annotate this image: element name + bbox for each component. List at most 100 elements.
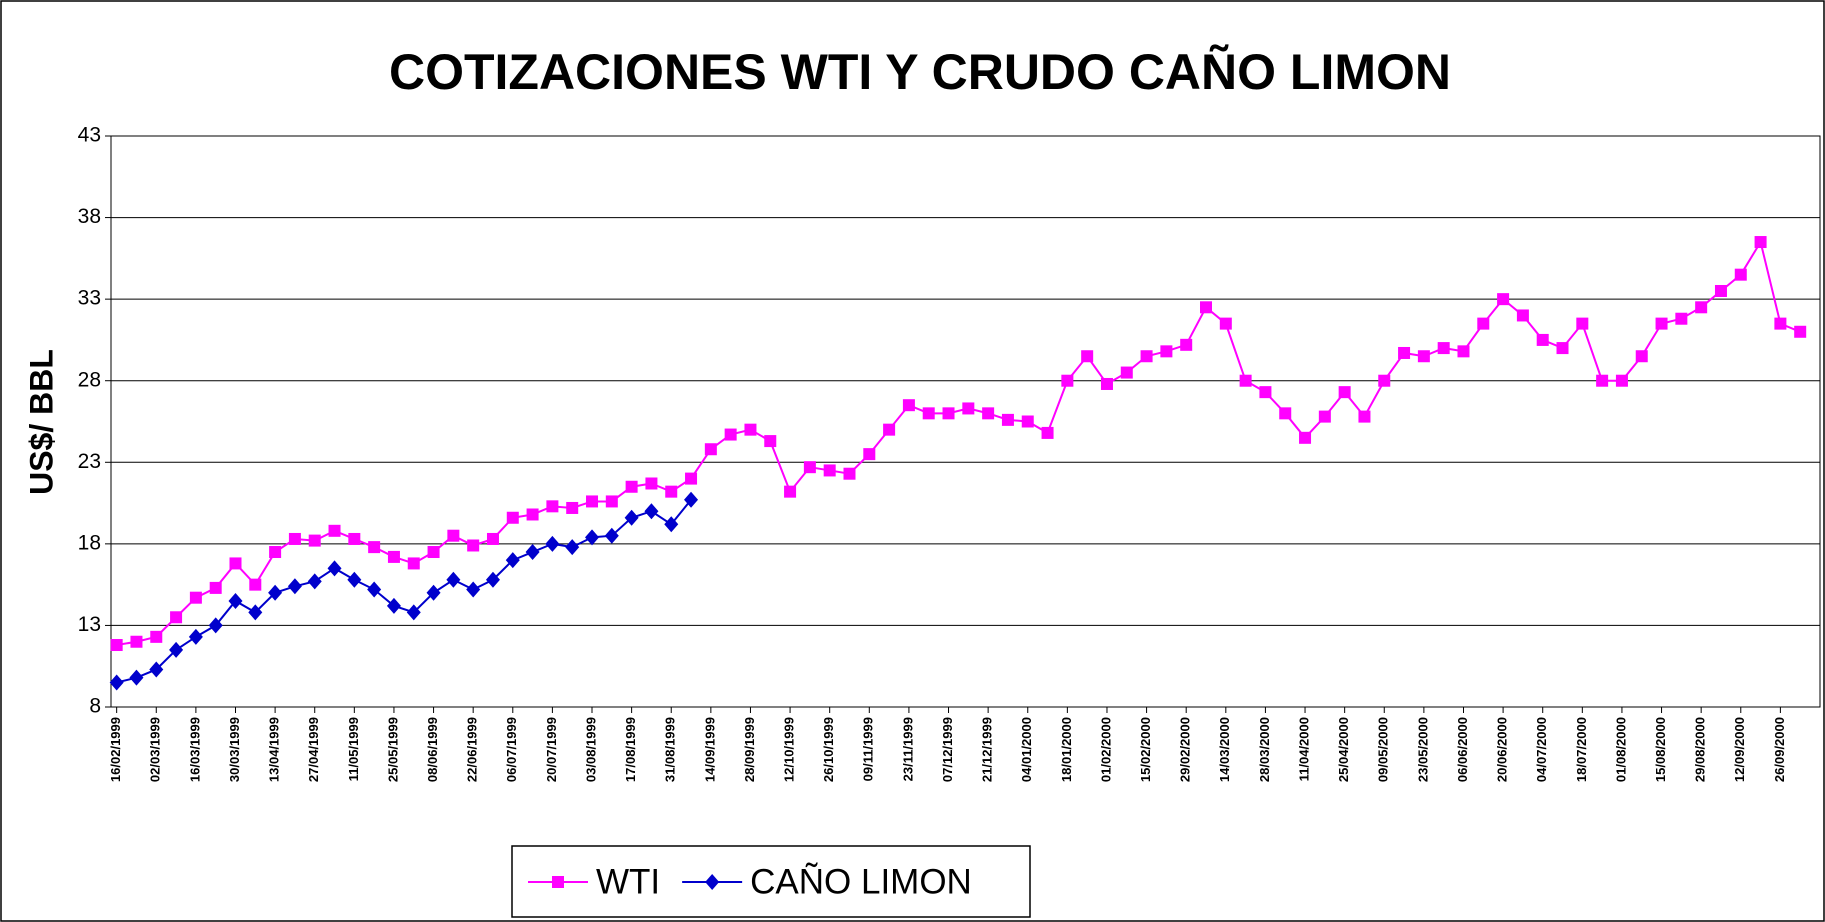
data-point: [1398, 346, 1411, 359]
data-point: [1041, 426, 1054, 439]
data-point: [585, 529, 600, 546]
data-point: [1378, 374, 1391, 387]
x-tick-label: 25/04/2000: [1336, 717, 1351, 782]
data-point: [1259, 386, 1272, 399]
data-point: [467, 539, 480, 552]
x-tick-label: 14/09/1999: [702, 717, 717, 782]
x-tick-label: 03/08/1999: [583, 717, 598, 782]
data-point: [684, 491, 699, 508]
data-point: [664, 516, 679, 533]
y-tick-label: 18: [78, 531, 101, 554]
x-tick-label: 16/03/1999: [187, 717, 202, 782]
x-tick-label: 20/06/2000: [1495, 717, 1510, 782]
data-point: [188, 628, 203, 645]
data-point: [724, 428, 737, 441]
data-point: [307, 573, 322, 590]
data-point: [386, 597, 401, 614]
data-point: [249, 578, 262, 591]
data-point: [1536, 333, 1549, 346]
data-point: [1239, 374, 1252, 387]
data-point: [1457, 345, 1470, 358]
data-point: [1417, 350, 1430, 363]
data-point: [744, 423, 757, 436]
plot-area: [110, 135, 1821, 708]
data-point: [109, 674, 124, 691]
data-point: [1001, 413, 1014, 426]
data-point: [1100, 377, 1113, 390]
data-point: [1556, 342, 1569, 355]
data-point: [586, 495, 599, 508]
data-point: [1734, 268, 1747, 281]
data-point: [209, 581, 222, 594]
data-point: [1279, 407, 1292, 420]
data-point: [1160, 345, 1173, 358]
data-point: [685, 472, 698, 485]
x-tick-label: 01/02/2000: [1098, 717, 1113, 782]
data-point: [447, 529, 460, 542]
data-point: [229, 557, 242, 570]
data-point: [1754, 236, 1767, 249]
data-point: [1794, 325, 1807, 338]
data-point: [110, 639, 123, 652]
data-point: [485, 571, 500, 588]
data-point: [604, 527, 619, 544]
x-tick-label: 28/03/2000: [1257, 717, 1272, 782]
data-point: [287, 578, 302, 595]
x-tick-label: 11/05/1999: [346, 717, 361, 781]
x-tick-label: 26/09/2000: [1772, 717, 1787, 782]
data-point: [1615, 374, 1628, 387]
x-tick-label: 21/12/1999: [980, 717, 995, 782]
data-point: [269, 546, 282, 559]
legend-marker: [705, 874, 720, 890]
y-tick-label: 23: [78, 450, 101, 473]
data-point: [1596, 374, 1609, 387]
data-point: [308, 534, 321, 547]
y-tick-label: 13: [78, 613, 101, 636]
data-point: [347, 571, 362, 588]
data-point: [962, 402, 975, 415]
data-point: [506, 511, 519, 524]
x-tick-label: 29/08/2000: [1693, 717, 1708, 782]
data-point: [665, 485, 678, 498]
data-point: [1358, 410, 1371, 423]
x-tick-label: 29/02/2000: [1178, 717, 1193, 782]
x-tick-label: 14/03/2000: [1217, 717, 1232, 782]
data-point: [1219, 317, 1232, 330]
data-point: [367, 581, 382, 598]
x-tick-label: 20/07/1999: [544, 717, 559, 782]
y-axis-label: US$/ BBL: [23, 349, 59, 495]
x-tick-label: 23/05/2000: [1415, 717, 1430, 782]
x-tick-label: 06/07/1999: [504, 717, 519, 782]
data-point: [525, 544, 540, 561]
data-point: [1635, 350, 1648, 363]
data-point: [1318, 410, 1331, 423]
data-point: [1576, 317, 1589, 330]
data-point: [704, 443, 717, 456]
data-point: [169, 641, 184, 658]
legend: WTI CAÑO LIMON: [511, 845, 1031, 918]
data-point: [644, 503, 659, 520]
data-point: [1338, 386, 1351, 399]
data-point: [129, 669, 144, 686]
data-point: [566, 501, 579, 514]
data-point: [228, 592, 243, 609]
x-tick-label: 02/03/1999: [148, 717, 163, 782]
data-point: [446, 571, 461, 588]
x-tick-label: 30/03/1999: [227, 717, 242, 782]
x-tick-label: 15/02/2000: [1138, 717, 1153, 782]
data-point: [1497, 293, 1510, 306]
data-point: [130, 635, 143, 648]
x-tick-label: 18/01/2000: [1059, 717, 1074, 782]
data-point: [1714, 284, 1727, 297]
legend-marker: [552, 876, 564, 888]
data-point: [150, 630, 163, 643]
x-tick-label: 22/06/1999: [465, 717, 480, 782]
x-tick-label: 12/10/1999: [782, 717, 797, 782]
data-point: [406, 604, 421, 621]
data-point: [1774, 317, 1787, 330]
data-point: [189, 591, 202, 604]
x-tick-label: 12/09/2000: [1732, 717, 1747, 782]
data-point: [368, 541, 381, 554]
data-point: [1180, 338, 1193, 351]
